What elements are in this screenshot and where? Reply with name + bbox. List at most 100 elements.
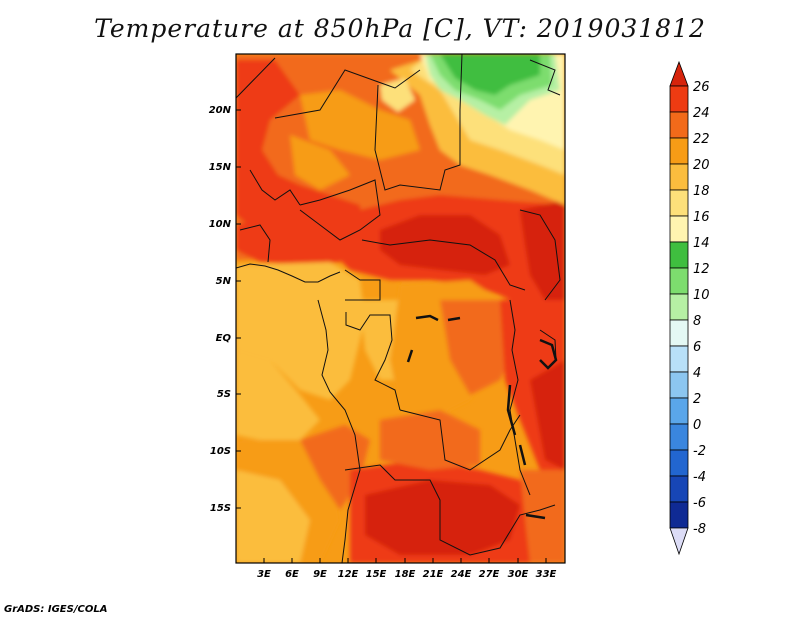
field-basin-22-24 <box>440 300 520 395</box>
grads-credit: GrADS: IGES/COLA <box>4 604 108 615</box>
longitude-axis: 3E 6E 9E 12E 15E 18E 21E 24E 27E 30E 33E <box>257 558 557 580</box>
colorbar-box-10-12 <box>669 267 689 295</box>
colorbar-box-4-6 <box>669 345 689 373</box>
field-southwest-18-20 <box>236 470 310 563</box>
field-south-26 <box>365 480 520 555</box>
lakes <box>406 314 558 520</box>
border-cameroon <box>344 269 381 301</box>
colorbar-label-22: 22 <box>693 132 710 147</box>
colorbar-box-14-16 <box>669 215 689 243</box>
lake-victoria <box>539 338 558 370</box>
border-eastafrica-north <box>519 209 561 361</box>
colorbar-box-2-4 <box>669 371 689 399</box>
colorbar-box-m8-m6 <box>669 501 689 529</box>
colorbar-box-m4-m2 <box>669 449 689 477</box>
lake-mweru-a <box>415 314 439 322</box>
colorbar-label-m2: -2 <box>693 444 706 459</box>
colorbar-box-24-26 <box>669 85 689 113</box>
colorbar-label-m8: -8 <box>693 522 706 537</box>
lat-label-5s: 5S <box>217 389 231 400</box>
border-chad-sudan <box>374 54 463 191</box>
colorbar-label-12: 12 <box>693 262 710 277</box>
lat-label-15n: 15N <box>209 162 232 173</box>
temperature-field <box>236 54 565 563</box>
field-eastafrica-26 <box>530 360 565 470</box>
map-frame <box>235 53 566 564</box>
lat-label-10s: 10S <box>210 446 231 457</box>
border-nigeria <box>299 179 381 241</box>
border-drc-south <box>399 409 521 471</box>
lat-label-15s: 15S <box>210 503 231 514</box>
border-sahara <box>236 57 421 119</box>
field-niger-20-22 <box>290 135 350 190</box>
field-south-22-24 <box>380 410 480 470</box>
colorbar-label-14: 14 <box>693 236 710 251</box>
colorbar-label-20: 20 <box>693 158 710 173</box>
colorbar-label-m4: -4 <box>693 470 706 485</box>
colorbar-box-6-8 <box>669 319 689 347</box>
field-east-26 <box>520 200 565 310</box>
colorbar-box-22-24 <box>669 111 689 139</box>
lat-label-20n: 20N <box>209 105 232 116</box>
colorbar-label-8: 8 <box>693 314 701 329</box>
colorbar-label-m6: -6 <box>693 496 706 511</box>
colorbar-box-8-10 <box>669 293 689 321</box>
colorbar-box-18-20 <box>669 163 689 191</box>
border-angola-zambia <box>344 464 556 556</box>
colorbar-label-6: 6 <box>693 340 701 355</box>
field-west-24-26 <box>236 60 362 265</box>
colorbar-label-0: 0 <box>693 418 701 433</box>
colorbar-label-4: 4 <box>693 366 701 381</box>
colorbar-box-0-2 <box>669 397 689 425</box>
colorbar-box-m2-0 <box>669 423 689 451</box>
lon-label-27e: 27E <box>479 569 500 580</box>
colorbar-label-26: 26 <box>693 80 710 95</box>
lon-label-33e: 33E <box>536 569 557 580</box>
colorbar: 26 24 22 20 18 16 14 12 10 8 6 4 2 0 -2 … <box>669 60 710 556</box>
latitude-axis: 20N 15N 10N 5N EQ 5S 10S 15S <box>209 105 241 514</box>
lon-label-18e: 18E <box>395 569 416 580</box>
lon-label-6e: 6E <box>285 569 299 580</box>
field-central-26 <box>380 215 510 275</box>
border-east-lakes <box>509 299 531 496</box>
lon-label-15e: 15E <box>366 569 387 580</box>
border-congo <box>345 312 401 411</box>
colorbar-box-m6-m4 <box>669 475 689 503</box>
lake-malawi <box>518 444 527 466</box>
field-sahara-20-22 <box>300 90 420 160</box>
field-atlantic-18-20 <box>236 350 320 440</box>
lake-mweru-b <box>447 316 461 322</box>
lake-kariba <box>525 513 546 520</box>
lat-label-eq: EQ <box>216 333 232 344</box>
field-ne-12-14 <box>440 54 540 95</box>
colorbar-box-16-18 <box>669 189 689 217</box>
colorbar-label-24: 24 <box>693 106 710 121</box>
lon-ticks <box>263 558 547 563</box>
coastline-west <box>317 299 361 563</box>
colorbar-above-arrow <box>669 60 689 87</box>
lon-label-21e: 21E <box>423 569 444 580</box>
border-egypt <box>529 59 561 96</box>
field-gabon-18-20 <box>236 262 365 400</box>
colorbar-label-16: 16 <box>693 210 710 225</box>
colorbar-label-10: 10 <box>693 288 710 303</box>
lat-ticks <box>236 109 241 509</box>
field-guinea-24-26 <box>236 215 330 265</box>
lon-label-12e: 12E <box>338 569 359 580</box>
lon-label-24e: 24E <box>451 569 472 580</box>
colorbar-box-12-14 <box>669 241 689 269</box>
lon-label-3e: 3E <box>257 569 271 580</box>
field-tibesti-16-18 <box>380 78 415 112</box>
colorbar-box-20-22 <box>669 137 689 165</box>
boundaries <box>236 54 561 563</box>
border-car-south <box>361 239 526 291</box>
coastline-guinea <box>236 263 341 283</box>
colorbar-label-2: 2 <box>693 392 701 407</box>
lat-label-5n: 5N <box>216 276 232 287</box>
lake-kivu <box>406 349 414 363</box>
lake-tanganyika <box>506 384 517 436</box>
colorbar-label-18: 18 <box>693 184 710 199</box>
border-westafrica <box>239 169 301 263</box>
lat-label-10n: 10N <box>209 219 232 230</box>
